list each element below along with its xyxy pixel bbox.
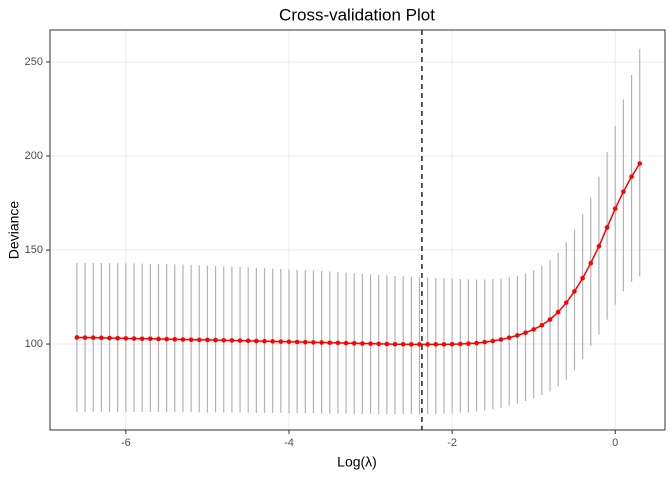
point — [449, 341, 455, 347]
point — [131, 336, 137, 341]
point — [637, 161, 643, 166]
point — [172, 337, 178, 342]
point — [621, 189, 626, 195]
y-tick-label: 200 — [25, 150, 43, 162]
point — [515, 333, 520, 338]
point — [433, 342, 439, 347]
point — [523, 330, 528, 336]
point — [457, 341, 463, 347]
point — [384, 341, 390, 347]
point — [148, 336, 153, 342]
point — [107, 335, 112, 341]
point — [294, 339, 300, 345]
point — [164, 336, 169, 342]
plot-border — [49, 29, 666, 431]
point — [82, 335, 88, 340]
point — [400, 341, 406, 347]
point — [229, 338, 235, 343]
point — [213, 337, 218, 343]
point — [409, 342, 414, 347]
point — [343, 340, 349, 346]
line — [76, 163, 641, 346]
point — [99, 335, 104, 341]
point — [506, 335, 512, 340]
point — [474, 340, 479, 346]
point — [482, 339, 488, 345]
y-tick-label: 250 — [25, 56, 43, 68]
point — [327, 340, 333, 346]
point — [360, 341, 365, 346]
point — [335, 340, 341, 346]
point — [612, 206, 618, 211]
point — [262, 338, 267, 344]
x-tick-label: -2 — [447, 437, 457, 449]
point — [302, 339, 308, 345]
point — [425, 342, 430, 347]
x-tick-label: 0 — [612, 437, 618, 449]
point — [254, 338, 259, 344]
y-tick-label: 150 — [25, 244, 43, 256]
point — [466, 341, 471, 346]
point — [531, 327, 536, 332]
point — [286, 339, 292, 345]
point — [278, 339, 284, 344]
point — [115, 335, 120, 341]
point — [490, 338, 496, 344]
point — [188, 337, 194, 343]
point — [555, 309, 561, 315]
point — [564, 300, 569, 305]
point — [221, 337, 227, 343]
point — [319, 340, 324, 345]
point — [74, 335, 80, 340]
point — [547, 317, 553, 322]
point — [196, 337, 202, 343]
point — [245, 338, 251, 344]
point — [139, 336, 145, 342]
point — [311, 340, 316, 345]
point — [376, 341, 382, 347]
point — [205, 337, 210, 343]
point — [123, 336, 129, 341]
point — [604, 225, 610, 230]
point — [270, 339, 275, 344]
point — [368, 341, 373, 346]
point — [596, 243, 602, 249]
point — [237, 338, 243, 343]
point — [498, 337, 504, 342]
chart-title: Cross-validation Plot — [279, 5, 435, 24]
point — [90, 335, 96, 340]
point — [180, 337, 186, 342]
y-tick-label: 100 — [25, 338, 43, 350]
point — [629, 174, 634, 179]
x-axis-label: Log(λ) — [337, 454, 377, 470]
point — [441, 342, 447, 347]
point — [417, 342, 422, 347]
point — [351, 341, 357, 346]
point — [572, 289, 577, 294]
point — [580, 275, 585, 281]
point — [156, 336, 161, 342]
y-axis-label: Deviance — [6, 201, 22, 260]
point — [392, 341, 398, 347]
x-tick-label: -4 — [284, 437, 294, 449]
point — [588, 260, 594, 266]
point — [539, 322, 545, 328]
x-tick-label: -6 — [121, 437, 131, 449]
